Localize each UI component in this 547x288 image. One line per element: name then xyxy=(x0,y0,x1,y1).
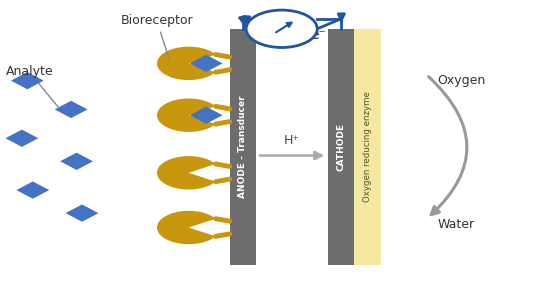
Wedge shape xyxy=(157,47,216,80)
Text: e⁻: e⁻ xyxy=(310,28,327,41)
Bar xyxy=(354,29,381,265)
Polygon shape xyxy=(11,72,44,89)
Polygon shape xyxy=(60,153,93,170)
Text: Bioreceptor: Bioreceptor xyxy=(120,14,193,58)
Polygon shape xyxy=(190,55,223,72)
Polygon shape xyxy=(16,181,49,199)
Text: Oxygen reducing enzyme: Oxygen reducing enzyme xyxy=(363,92,372,202)
Polygon shape xyxy=(5,130,38,147)
Text: e⁻: e⁻ xyxy=(255,28,272,41)
Wedge shape xyxy=(157,156,216,190)
Polygon shape xyxy=(190,107,223,124)
Text: ANODE - Transducer: ANODE - Transducer xyxy=(238,96,247,198)
Bar xyxy=(328,29,354,265)
Text: Analyte: Analyte xyxy=(5,65,59,107)
Text: CATHODE: CATHODE xyxy=(337,123,346,171)
Wedge shape xyxy=(157,211,216,244)
Wedge shape xyxy=(157,98,216,132)
Circle shape xyxy=(246,10,317,48)
Polygon shape xyxy=(66,204,98,222)
Text: Oxygen: Oxygen xyxy=(438,74,486,87)
Text: Water: Water xyxy=(438,218,475,231)
Bar xyxy=(230,29,256,265)
Text: H⁺: H⁺ xyxy=(284,134,300,147)
Polygon shape xyxy=(55,101,88,118)
